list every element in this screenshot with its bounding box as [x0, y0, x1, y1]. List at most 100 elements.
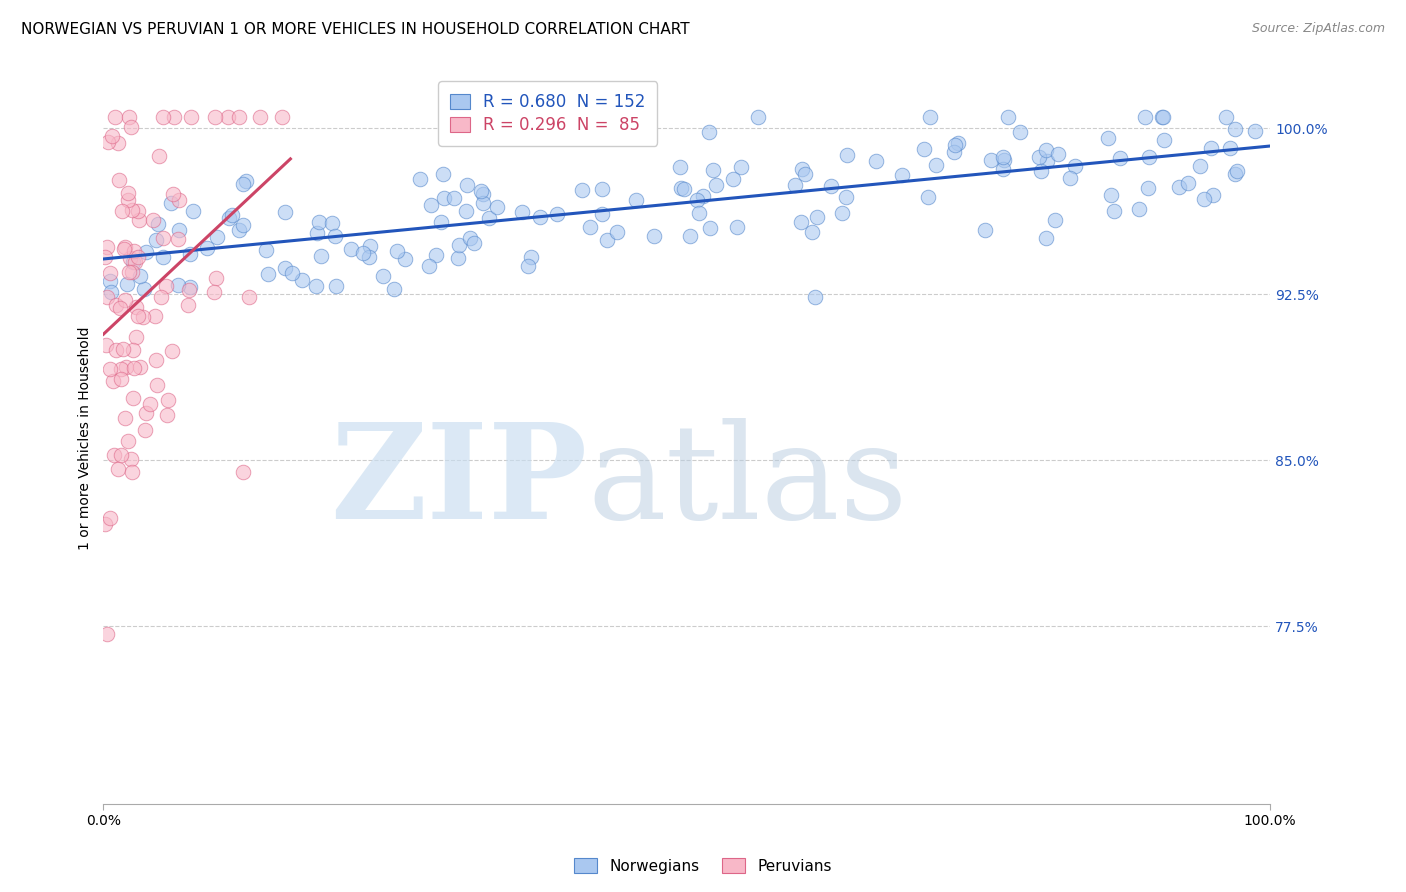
- Point: [1202, 188, 1225, 202]
- Point: [104, 298, 127, 312]
- Point: [204, 110, 226, 124]
- Point: [924, 158, 946, 172]
- Point: [747, 110, 769, 124]
- Point: [96, 626, 118, 640]
- Point: [103, 110, 125, 124]
- Point: [1223, 121, 1246, 136]
- Point: [148, 149, 170, 163]
- Point: [98, 274, 121, 288]
- Point: [127, 310, 149, 324]
- Text: atlas: atlas: [588, 417, 908, 547]
- Point: [142, 213, 165, 227]
- Point: [98, 511, 121, 525]
- Point: [624, 194, 647, 208]
- Point: [163, 110, 186, 124]
- Point: [443, 191, 465, 205]
- Point: [145, 234, 167, 248]
- Point: [228, 223, 250, 237]
- Point: [820, 178, 842, 193]
- Point: [129, 360, 152, 375]
- Text: Source: ZipAtlas.com: Source: ZipAtlas.com: [1251, 22, 1385, 36]
- Point: [121, 343, 143, 358]
- Point: [114, 410, 136, 425]
- Point: [1035, 230, 1057, 244]
- Point: [458, 231, 481, 245]
- Point: [1153, 133, 1175, 147]
- Point: [1028, 150, 1050, 164]
- Point: [150, 290, 173, 304]
- Point: [447, 251, 470, 265]
- Point: [1244, 123, 1267, 137]
- Point: [579, 219, 602, 234]
- Point: [114, 240, 136, 254]
- Point: [132, 310, 155, 325]
- Point: [122, 244, 145, 259]
- Point: [204, 271, 226, 285]
- Point: [993, 161, 1015, 176]
- Text: NORWEGIAN VS PERUVIAN 1 OR MORE VEHICLES IN HOUSEHOLD CORRELATION CHART: NORWEGIAN VS PERUVIAN 1 OR MORE VEHICLES…: [21, 22, 690, 37]
- Point: [96, 240, 118, 254]
- Point: [270, 110, 292, 124]
- Point: [107, 461, 129, 475]
- Point: [135, 245, 157, 260]
- Point: [166, 232, 188, 246]
- Point: [702, 162, 724, 177]
- Point: [249, 110, 271, 124]
- Point: [135, 405, 157, 419]
- Point: [912, 142, 935, 156]
- Point: [162, 186, 184, 201]
- Point: [463, 236, 485, 251]
- Point: [124, 361, 146, 376]
- Point: [169, 223, 191, 237]
- Point: [304, 278, 326, 293]
- Point: [110, 448, 132, 462]
- Point: [112, 343, 135, 357]
- Point: [1226, 164, 1249, 178]
- Point: [1177, 176, 1199, 190]
- Point: [456, 203, 478, 218]
- Legend: Norwegians, Peruvians: Norwegians, Peruvians: [568, 852, 838, 880]
- Point: [118, 265, 141, 279]
- Point: [699, 220, 721, 235]
- Point: [352, 245, 374, 260]
- Point: [146, 378, 169, 392]
- Point: [160, 195, 183, 210]
- Point: [232, 218, 254, 232]
- Point: [139, 397, 162, 411]
- Point: [529, 210, 551, 224]
- Point: [117, 277, 139, 291]
- Point: [97, 135, 120, 149]
- Point: [129, 268, 152, 283]
- Point: [93, 250, 115, 264]
- Point: [202, 285, 225, 299]
- Point: [974, 222, 997, 236]
- Point: [1035, 143, 1057, 157]
- Point: [179, 283, 201, 297]
- Point: [110, 362, 132, 376]
- Point: [917, 189, 939, 203]
- Point: [510, 205, 533, 219]
- Point: [100, 285, 122, 300]
- Point: [124, 255, 146, 269]
- Point: [1031, 164, 1053, 178]
- Text: ZIP: ZIP: [330, 417, 588, 547]
- Point: [991, 150, 1014, 164]
- Point: [160, 343, 183, 358]
- Point: [591, 207, 613, 221]
- Point: [918, 110, 941, 124]
- Point: [118, 110, 141, 124]
- Point: [1223, 167, 1246, 181]
- Point: [783, 178, 806, 193]
- Point: [486, 200, 509, 214]
- Point: [280, 266, 302, 280]
- Point: [117, 186, 139, 200]
- Point: [359, 239, 381, 253]
- Point: [1192, 192, 1215, 206]
- Point: [112, 242, 135, 256]
- Point: [121, 264, 143, 278]
- Point: [1199, 141, 1222, 155]
- Point: [309, 249, 332, 263]
- Point: [835, 190, 858, 204]
- Point: [101, 128, 124, 143]
- Point: [831, 206, 853, 220]
